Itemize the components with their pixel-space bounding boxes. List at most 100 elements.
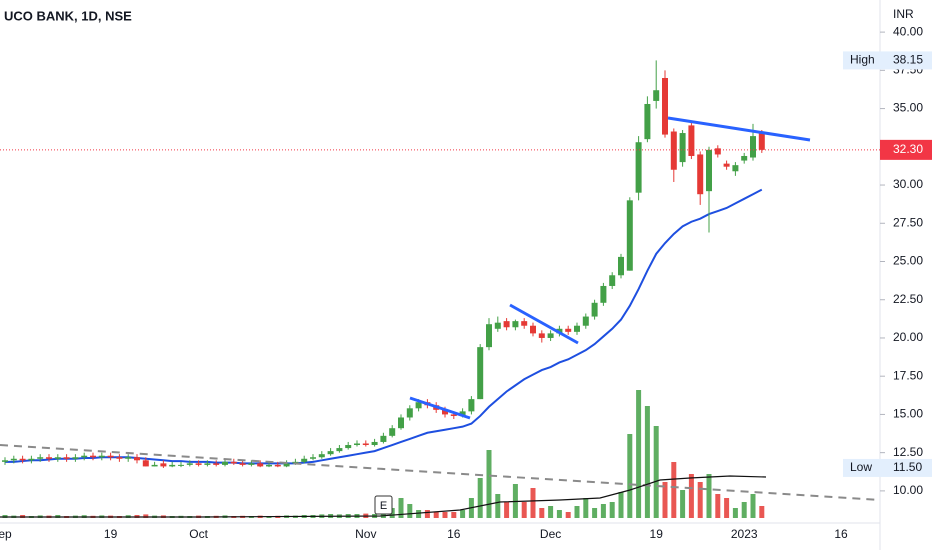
volume-bar — [750, 494, 756, 518]
volume-bar — [636, 390, 642, 518]
candle-body — [591, 302, 598, 317]
candle-body — [653, 90, 660, 101]
candle-body — [195, 463, 202, 465]
volume-bar — [477, 478, 483, 518]
candle-body — [204, 463, 211, 465]
candle-body — [301, 458, 308, 462]
candle-body — [503, 321, 510, 328]
trend-line — [509, 303, 579, 345]
candle-body — [213, 463, 220, 465]
candle-body — [679, 133, 686, 163]
candle-body — [318, 454, 325, 458]
candle-body — [274, 464, 281, 467]
marker-value: 38.15 — [893, 53, 923, 67]
candle-body — [151, 464, 158, 467]
candle-body — [2, 460, 8, 462]
candle-body — [371, 441, 378, 446]
candle-body — [169, 464, 176, 467]
volume-bar — [724, 498, 730, 518]
candle-body — [582, 316, 589, 326]
candle-body — [618, 256, 624, 276]
candle-body — [28, 458, 35, 461]
x-tick-label: 16 — [834, 527, 848, 541]
candle-body — [609, 275, 616, 286]
volume-bar — [486, 450, 492, 518]
candle-body — [134, 457, 140, 461]
volume-bar — [618, 492, 624, 518]
y-tick-label: 27.50 — [893, 215, 923, 229]
candle-body — [345, 445, 352, 449]
y-tick-label: 15.00 — [893, 407, 923, 421]
candle-body — [81, 455, 88, 458]
volume-bar — [592, 508, 598, 518]
y-tick-label: 30.00 — [893, 177, 923, 191]
volume-bar — [662, 482, 668, 518]
marker-box — [843, 458, 932, 477]
candle-body — [600, 285, 607, 303]
candle-body — [310, 457, 316, 459]
last-price-box — [880, 139, 932, 160]
volume-bar — [548, 506, 554, 518]
candle-body — [644, 103, 651, 140]
candle-body — [468, 399, 475, 412]
candle-body — [362, 443, 369, 446]
candle-body — [486, 324, 492, 348]
event-marker[interactable] — [374, 495, 393, 515]
candle-body — [116, 457, 123, 459]
volume-bar — [460, 510, 466, 518]
candle-body — [442, 409, 448, 415]
y-tick-label: 17.50 — [893, 368, 923, 382]
volume-bar — [644, 406, 650, 518]
volume-bar — [407, 504, 413, 518]
volume-bar — [680, 490, 686, 518]
volume-bar — [706, 474, 712, 518]
candle-body — [46, 457, 52, 459]
candle-body — [398, 417, 404, 429]
candle-body — [415, 402, 422, 409]
candle-body — [230, 461, 237, 464]
volume-bar — [583, 498, 589, 518]
currency: INR — [893, 7, 914, 21]
chart-title: UCO BANK, 1D, NSE — [4, 8, 132, 23]
trend-line — [667, 116, 811, 142]
volume-bar — [556, 510, 562, 518]
candle-body — [406, 408, 413, 418]
candle-body — [248, 463, 255, 465]
volume-bar — [653, 426, 659, 518]
x-tick-label: 19 — [650, 527, 664, 541]
candle-body — [257, 463, 264, 467]
candle-body — [54, 457, 61, 459]
y-tick-label: 35.00 — [893, 101, 923, 115]
x-tick-label: 16 — [447, 527, 461, 541]
candle-body — [19, 458, 26, 461]
event-label[interactable]: E — [380, 500, 387, 512]
plot — [2, 60, 765, 518]
candle-body — [90, 455, 96, 458]
candle-body — [63, 457, 70, 459]
candle-body — [459, 411, 466, 416]
candle-body — [697, 154, 704, 195]
candle-body — [723, 163, 730, 167]
volume-average — [0, 475, 767, 518]
candle-body — [72, 457, 79, 459]
volume-bar — [627, 434, 633, 518]
candle-body — [714, 148, 721, 155]
trend-line — [0, 444, 881, 501]
volume-bar — [416, 510, 422, 518]
candle-body — [222, 461, 228, 465]
volume-bar — [539, 508, 545, 518]
candle-body — [477, 347, 484, 400]
volume-bar — [442, 512, 448, 518]
candle-body — [354, 443, 360, 446]
volume-bar — [574, 506, 580, 518]
y-tick-label: 25.00 — [893, 254, 923, 268]
last-price-label: 32.30 — [893, 142, 923, 156]
y-tick-label: 10.00 — [893, 483, 923, 497]
candle-body — [662, 77, 668, 135]
volume-bar — [671, 462, 677, 518]
candle-body — [98, 455, 105, 458]
candle-body — [521, 321, 528, 326]
candle-body — [530, 325, 536, 334]
candle-body — [565, 328, 572, 332]
